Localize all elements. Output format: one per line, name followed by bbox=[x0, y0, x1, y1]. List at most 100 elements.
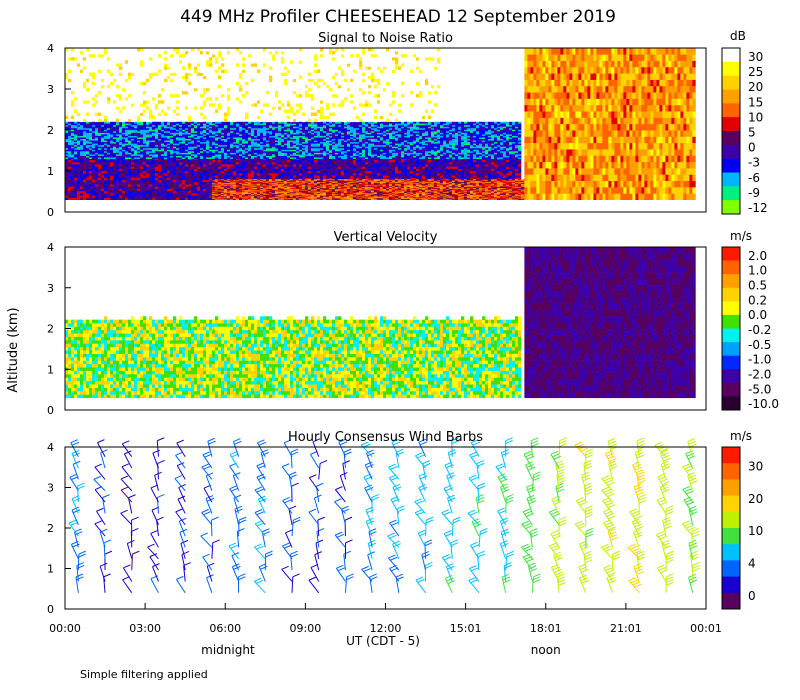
heatmap-cell bbox=[410, 162, 413, 165]
heatmap-cell bbox=[155, 193, 158, 196]
heatmap-cell bbox=[215, 160, 218, 163]
heatmap-cell bbox=[131, 191, 134, 194]
heatmap-cell bbox=[434, 171, 437, 174]
heatmap-cell bbox=[452, 171, 455, 174]
heatmap-cell bbox=[476, 171, 479, 174]
heatmap-cell bbox=[146, 189, 149, 192]
heatmap-cell bbox=[245, 171, 248, 174]
heatmap-cell bbox=[173, 160, 176, 163]
heatmap-cell bbox=[344, 175, 347, 178]
heatmap-cell bbox=[176, 160, 179, 163]
heatmap-cell bbox=[347, 166, 350, 169]
heatmap-cell bbox=[446, 171, 449, 174]
heatmap-cell bbox=[329, 166, 332, 169]
heatmap-cell bbox=[149, 191, 152, 194]
heatmap-cell bbox=[251, 164, 254, 167]
heatmap-cell bbox=[92, 186, 95, 189]
heatmap-cell bbox=[404, 171, 407, 174]
heatmap-cell bbox=[404, 166, 407, 169]
heatmap-cell bbox=[251, 166, 254, 169]
heatmap-cell bbox=[482, 162, 485, 165]
heatmap-cell bbox=[167, 164, 170, 167]
heatmap-cell bbox=[431, 175, 434, 178]
heatmap-cell bbox=[107, 180, 110, 183]
heatmap-cell bbox=[287, 164, 290, 167]
heatmap-cell bbox=[482, 171, 485, 174]
heatmap-cell bbox=[95, 164, 98, 167]
heatmap-cell bbox=[449, 166, 452, 169]
heatmap-cell bbox=[401, 175, 404, 178]
heatmap-cell bbox=[197, 195, 200, 198]
heatmap-cell bbox=[314, 166, 317, 169]
heatmap-cell bbox=[338, 166, 341, 169]
heatmap-cell bbox=[251, 160, 254, 163]
heatmap-cell bbox=[377, 164, 380, 167]
heatmap-cell bbox=[98, 173, 101, 176]
heatmap-cell bbox=[140, 184, 143, 187]
heatmap-cell bbox=[377, 173, 380, 176]
heatmap-cell bbox=[374, 173, 377, 176]
heatmap-cell bbox=[155, 164, 158, 167]
heatmap-cell bbox=[221, 164, 224, 167]
heatmap-cell bbox=[125, 171, 128, 174]
heatmap-cell bbox=[506, 169, 509, 172]
heatmap-cell bbox=[116, 191, 119, 194]
heatmap-cell bbox=[461, 160, 464, 163]
x-axis-label: UT (CDT - 5) bbox=[346, 634, 420, 648]
heatmap-cell bbox=[332, 160, 335, 163]
heatmap-cell bbox=[314, 171, 317, 174]
heatmap-cell bbox=[149, 195, 152, 198]
heatmap-cell bbox=[299, 173, 302, 176]
heatmap-cell bbox=[179, 186, 182, 189]
heatmap-cell bbox=[356, 179, 359, 180]
heatmap-cell bbox=[497, 160, 500, 163]
heatmap-cell bbox=[173, 177, 176, 180]
heatmap-cell bbox=[83, 193, 86, 196]
heatmap-cell bbox=[497, 171, 500, 174]
heatmap-cell bbox=[260, 171, 263, 174]
heatmap-cell bbox=[170, 186, 173, 189]
heatmap-cell bbox=[341, 164, 344, 167]
heatmap-cell bbox=[398, 162, 401, 165]
heatmap-cell bbox=[173, 169, 176, 172]
heatmap-cell bbox=[80, 166, 83, 169]
heatmap-cell bbox=[134, 189, 137, 192]
heatmap-cell bbox=[341, 175, 344, 178]
heatmap-cell bbox=[392, 169, 395, 172]
heatmap-cell bbox=[317, 166, 320, 169]
heatmap-cell bbox=[140, 162, 143, 165]
heatmap-cell bbox=[494, 162, 497, 165]
heatmap-cell bbox=[515, 166, 518, 169]
heatmap-cell bbox=[74, 160, 77, 163]
heatmap-cell bbox=[185, 169, 188, 172]
heatmap-cell bbox=[437, 166, 440, 169]
heatmap-cell bbox=[68, 189, 71, 192]
heatmap-cell bbox=[89, 189, 92, 192]
heatmap-cell bbox=[155, 177, 158, 180]
heatmap-cell bbox=[266, 164, 269, 167]
heatmap-cell bbox=[146, 169, 149, 172]
heatmap-cell bbox=[89, 171, 92, 174]
heatmap-cell bbox=[200, 166, 203, 169]
heatmap-cell bbox=[92, 166, 95, 169]
heatmap-cell bbox=[344, 160, 347, 163]
heatmap-cell bbox=[389, 160, 392, 163]
heatmap-cell bbox=[110, 191, 113, 194]
heatmap-cell bbox=[287, 166, 290, 169]
heatmap-cell bbox=[305, 173, 308, 176]
heatmap-cell bbox=[110, 180, 113, 183]
heatmap-cell bbox=[173, 195, 176, 198]
heatmap-cell bbox=[74, 180, 77, 183]
heatmap-cell bbox=[428, 160, 431, 163]
heatmap-cell bbox=[380, 175, 383, 178]
heatmap-cell bbox=[203, 160, 206, 163]
heatmap-cell bbox=[179, 189, 182, 192]
heatmap-cell bbox=[218, 175, 221, 178]
heatmap-cell bbox=[263, 162, 266, 165]
heatmap-cell bbox=[92, 180, 95, 183]
heatmap-cell bbox=[221, 173, 224, 176]
heatmap-cell bbox=[347, 160, 350, 163]
heatmap-cell bbox=[146, 180, 149, 183]
heatmap-cell bbox=[203, 177, 206, 180]
heatmap-cell bbox=[470, 164, 473, 167]
